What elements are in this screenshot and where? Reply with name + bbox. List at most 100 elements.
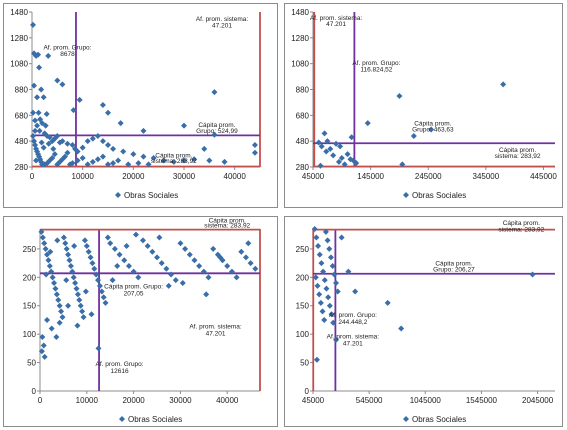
data-point [89, 260, 96, 267]
data-point [51, 151, 58, 158]
data-point [98, 288, 105, 295]
data-point [33, 157, 40, 164]
data-point [181, 122, 187, 129]
data-point [163, 265, 170, 272]
data-point [43, 271, 50, 278]
data-point [59, 138, 66, 145]
data-point [74, 157, 81, 164]
data-point [51, 280, 58, 286]
data-point [35, 109, 42, 116]
data-point [251, 149, 258, 156]
data-point [31, 50, 38, 57]
y-tick-label: 1480 [10, 8, 28, 17]
data-point [328, 311, 335, 318]
data-point [233, 274, 240, 281]
x-tick-label: 30000 [169, 396, 192, 405]
annotation-label: 47.201 [343, 341, 363, 348]
y-tick-label: 480 [296, 137, 310, 146]
annotation-label: Grupo: 463,63 [412, 126, 454, 133]
data-point [329, 262, 336, 269]
data-point [238, 248, 245, 255]
data-point [53, 334, 60, 340]
chart-panel-3: 0 50 100 150 200 250 0 10000 20000 30000 40000 Cápi… [3, 216, 278, 427]
data-point [428, 126, 435, 133]
data-point [42, 245, 49, 252]
data-point [322, 228, 329, 235]
data-point [31, 138, 38, 145]
y-tick-label: 1280 [291, 34, 309, 43]
data-point [111, 245, 118, 252]
data-point [30, 109, 37, 116]
data-point [45, 140, 52, 147]
y-tick-label: 150 [23, 302, 37, 311]
data-point [327, 145, 334, 152]
data-point [335, 158, 342, 165]
y-tick-label: 680 [15, 111, 29, 120]
data-point [41, 353, 48, 360]
data-point [145, 161, 152, 168]
annotation-label: Cápita prom. [435, 260, 472, 267]
x-tick-label: 10000 [76, 396, 99, 405]
data-point [196, 262, 203, 269]
data-point [87, 254, 94, 261]
data-point [74, 322, 81, 329]
annotation-label: Af. prom. Grupo: [352, 60, 400, 67]
data-point [334, 288, 341, 295]
data-point [149, 248, 156, 255]
data-point [85, 248, 92, 255]
annotation-label: 244.448,2 [338, 319, 367, 326]
chart-panel-1: 280 480 680 880 1080 1280 1480 0 10000 20000 30000… [3, 3, 278, 208]
data-point [54, 77, 61, 84]
data-point [83, 243, 90, 250]
data-point [251, 142, 258, 149]
annotation-label: sistema: 283,92 [495, 153, 541, 160]
legend-label: Obras Sociales [128, 415, 182, 424]
data-point [40, 94, 47, 101]
data-point [331, 271, 338, 278]
data-point [206, 157, 213, 164]
legend-label: Obras Sociales [124, 191, 178, 200]
data-point [125, 262, 132, 269]
x-tick-label: 20000 [122, 396, 145, 405]
data-point [341, 161, 348, 168]
data-point [135, 160, 142, 167]
data-point [245, 240, 252, 247]
annotation-label: Cápita prom. [209, 218, 246, 225]
data-point [345, 268, 352, 275]
data-point [56, 319, 63, 326]
data-point [89, 135, 96, 142]
data-point [364, 120, 371, 127]
data-point [65, 251, 72, 258]
data-point [60, 234, 67, 241]
x-tick-label: 345000 [473, 172, 500, 181]
data-point [165, 282, 172, 289]
data-point [353, 160, 360, 167]
data-point [59, 314, 66, 321]
data-point [54, 237, 61, 244]
data-point [35, 51, 42, 58]
data-point [333, 336, 340, 343]
data-point [314, 282, 321, 289]
data-point [30, 133, 37, 139]
data-point [69, 142, 76, 149]
data-point [88, 311, 95, 318]
data-point [168, 271, 175, 278]
data-point [326, 302, 333, 309]
data-point [46, 262, 53, 269]
x-tick-label: 0 [38, 396, 43, 405]
data-point [330, 152, 337, 159]
chart-svg-3: 0 50 100 150 200 250 0 10000 20000 30000 40000 Cápi… [23, 218, 261, 424]
data-point [110, 160, 117, 167]
data-point [45, 52, 52, 59]
data-point [324, 237, 331, 244]
annotation-label: 12616 [111, 368, 129, 375]
data-point [344, 151, 351, 158]
data-point [318, 260, 325, 267]
data-point [38, 139, 45, 146]
y-tick-label: 100 [23, 330, 37, 339]
data-point [64, 149, 71, 156]
annotation-label: 116.824,52 [360, 66, 392, 73]
annotation-label: Grupo: 524,99 [196, 128, 238, 135]
data-point [32, 117, 39, 124]
data-point [39, 334, 46, 340]
